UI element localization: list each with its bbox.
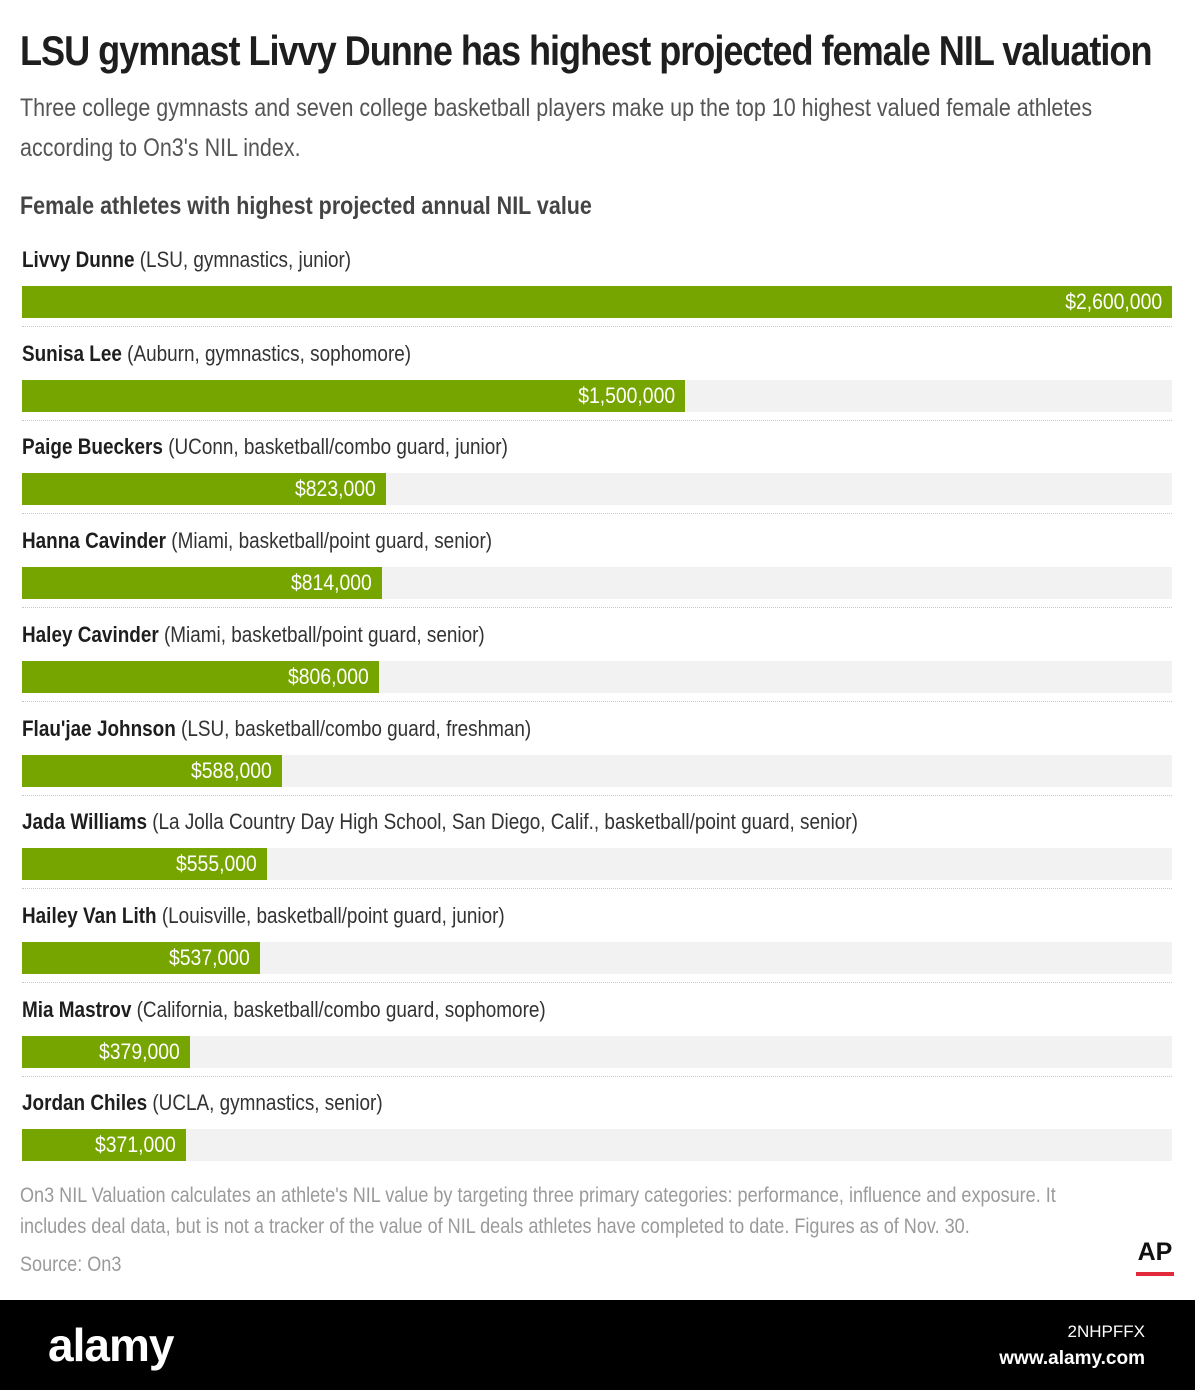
athlete-name: Livvy Dunne bbox=[22, 247, 135, 272]
athlete-label: Jada Williams (La Jolla Country Day High… bbox=[22, 807, 858, 837]
bar bbox=[22, 941, 260, 974]
athlete-label: Paige Bueckers (UConn, basketball/combo … bbox=[22, 432, 508, 462]
athlete-name: Jordan Chiles bbox=[22, 1090, 148, 1116]
bar bbox=[22, 473, 386, 506]
row-divider bbox=[22, 326, 1172, 327]
athlete-detail: (Auburn, gymnastics, sophomore) bbox=[121, 340, 412, 366]
footer-image-id: 2NHPFFX bbox=[1067, 1322, 1145, 1341]
footnote: On3 NIL Valuation calculates an athlete'… bbox=[20, 1184, 1056, 1238]
bar-track: $371,000 bbox=[22, 1129, 1172, 1162]
row-divider bbox=[22, 607, 1172, 609]
athlete-label: Livvy Dunne (LSU, gymnastics, junior) bbox=[22, 245, 351, 275]
footer-url: www.alamy.com bbox=[999, 1348, 1145, 1369]
bar bbox=[22, 848, 267, 881]
athlete-detail: (UConn, basketball/combo guard, junior) bbox=[162, 434, 508, 460]
bar-track: $2,600,000 bbox=[22, 286, 1172, 318]
bar bbox=[22, 286, 1172, 318]
bar-value-label: $814,000 bbox=[291, 570, 372, 596]
chart-title: LSU gymnast Livvy Dunne has highest proj… bbox=[20, 27, 1153, 74]
bar-value-label: $2,600,000 bbox=[1065, 289, 1162, 314]
bar bbox=[22, 660, 379, 693]
athlete-name: Hanna Cavinder bbox=[22, 528, 167, 554]
source-credit: Source: On3 bbox=[20, 1253, 122, 1276]
athlete-detail: (Louisville, basketball/point guard, jun… bbox=[156, 902, 505, 928]
athlete-name: Haley Cavinder bbox=[22, 621, 159, 647]
footer-watermark-band: alamy 2NHPFFX www.alamy.com bbox=[0, 1300, 1195, 1390]
bar-track: $588,000 bbox=[22, 754, 1172, 787]
row-divider bbox=[22, 513, 1172, 515]
row-divider bbox=[22, 419, 1172, 421]
bar-track: $814,000 bbox=[22, 567, 1172, 600]
footer-brand: alamy bbox=[48, 1319, 174, 1371]
athlete-label: Jordan Chiles (UCLA, gymnastics, senior) bbox=[22, 1088, 383, 1118]
athlete-label: Haley Cavinder (Miami, basketball/point … bbox=[22, 620, 485, 650]
athlete-label: Hailey Van Lith (Louisville, basketball/… bbox=[22, 901, 505, 931]
athlete-detail: (UCLA, gymnastics, senior) bbox=[147, 1090, 383, 1116]
bar bbox=[22, 1035, 190, 1068]
athlete-name: Mia Mastrov bbox=[22, 996, 132, 1022]
athlete-name: Sunisa Lee bbox=[22, 340, 122, 366]
bar-track: $537,000 bbox=[22, 941, 1172, 974]
athlete-label: Sunisa Lee (Auburn, gymnastics, sophomor… bbox=[22, 339, 411, 369]
row-divider bbox=[22, 981, 1172, 983]
ap-logo-icon: AP bbox=[1136, 1238, 1174, 1278]
bar-track: $806,000 bbox=[22, 660, 1172, 693]
athlete-name: Jada Williams bbox=[22, 809, 147, 835]
bar-value-label: $379,000 bbox=[99, 1038, 180, 1064]
athlete-detail: (Miami, basketball/point guard, senior) bbox=[158, 621, 485, 647]
row-divider bbox=[22, 888, 1172, 890]
bar-track: $823,000 bbox=[22, 473, 1172, 506]
athlete-detail: (California, basketball/combo guard, sop… bbox=[131, 996, 546, 1022]
bar-value-label: $806,000 bbox=[288, 663, 369, 689]
bar-value-label: $537,000 bbox=[169, 944, 250, 970]
bar-value-label: $371,000 bbox=[95, 1132, 176, 1158]
bar-value-label: $555,000 bbox=[176, 851, 257, 877]
ap-logo-text: AP bbox=[1137, 1238, 1173, 1266]
athlete-detail: (La Jolla Country Day High School, San D… bbox=[146, 809, 858, 835]
athlete-label: Mia Mastrov (California, basketball/comb… bbox=[22, 995, 546, 1025]
bar-track: $555,000 bbox=[22, 848, 1172, 881]
athlete-label: Hanna Cavinder (Miami, basketball/point … bbox=[22, 526, 492, 556]
ap-logo-underline bbox=[1136, 1272, 1174, 1276]
bar-track: $379,000 bbox=[22, 1035, 1172, 1068]
bar bbox=[22, 567, 382, 600]
athlete-detail: (Miami, basketball/point guard, senior) bbox=[166, 528, 493, 554]
athlete-name: Flau'jae Johnson bbox=[22, 715, 176, 741]
bar-value-label: $1,500,000 bbox=[578, 382, 675, 408]
bar-track: $1,500,000 bbox=[22, 379, 1172, 412]
bar-value-label: $588,000 bbox=[191, 757, 272, 783]
row-divider bbox=[22, 1075, 1172, 1077]
bar bbox=[22, 1129, 186, 1162]
athlete-name: Paige Bueckers bbox=[22, 434, 163, 460]
bar bbox=[22, 754, 282, 787]
bar bbox=[22, 379, 685, 412]
athlete-detail: (LSU, basketball/combo guard, freshman) bbox=[175, 715, 532, 741]
athlete-label: Flau'jae Johnson (LSU, basketball/combo … bbox=[22, 714, 531, 744]
bar-chart: Livvy Dunne (LSU, gymnastics, junior) $2,… bbox=[22, 245, 1172, 1162]
bar-value-label: $823,000 bbox=[295, 476, 376, 502]
athlete-name: Hailey Van Lith bbox=[22, 902, 157, 928]
row-divider bbox=[22, 700, 1172, 702]
chart-subtitle: Three college gymnasts and seven college… bbox=[20, 94, 1093, 162]
chart-heading: Female athletes with highest projected a… bbox=[20, 192, 592, 220]
athlete-detail: (LSU, gymnastics, junior) bbox=[134, 247, 352, 272]
row-divider bbox=[22, 794, 1172, 796]
